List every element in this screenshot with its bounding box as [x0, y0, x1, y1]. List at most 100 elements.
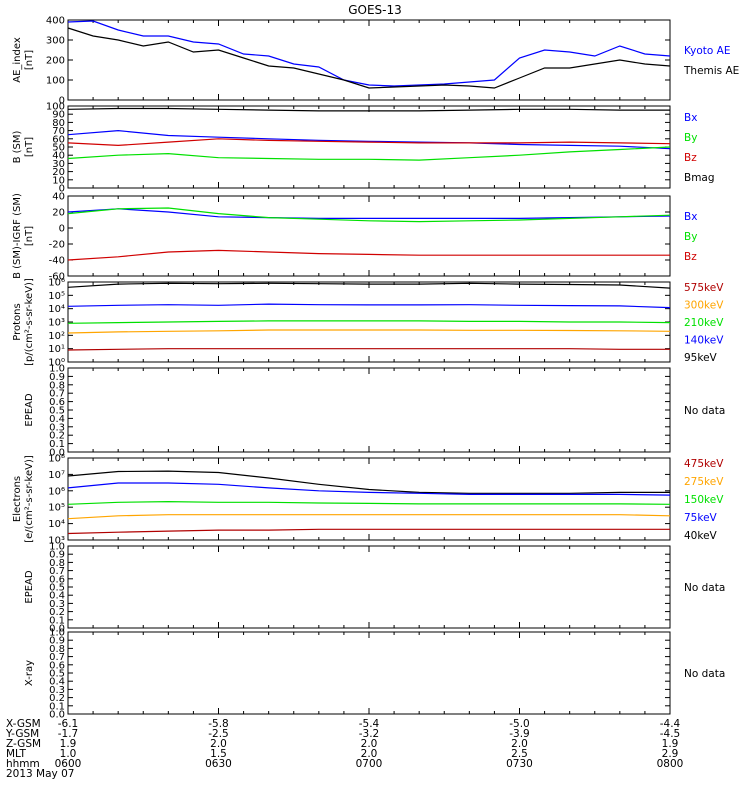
- x-axis-value: 0600: [55, 758, 82, 770]
- series-line-electrons-275kev: [67, 514, 671, 520]
- legend-label: 150keV: [684, 494, 724, 506]
- y-tick-label: 0.8: [49, 644, 65, 655]
- series-line-bigrf-bz: [67, 249, 670, 261]
- x-axis-value: 2.0: [511, 738, 528, 750]
- y-tick-label: 0: [59, 224, 65, 235]
- y-tick-label: 400: [46, 16, 65, 27]
- y-tick-label: 0.7: [49, 389, 65, 400]
- y-tick-label: 0.5: [49, 406, 65, 417]
- panel-frame: [67, 545, 671, 629]
- legend-label: Bz: [684, 152, 697, 164]
- y-tick-label: 10⁶: [48, 278, 65, 289]
- series-line-bigrf-bx: [67, 208, 671, 219]
- series-line-electrons-150kev: [67, 500, 671, 505]
- y-tick-label: 0.0: [49, 448, 65, 459]
- y-tick-label: 10⁵: [48, 503, 65, 514]
- y-tick-label: 10³: [48, 318, 65, 329]
- panel-frame: [67, 457, 671, 541]
- y-tick-label: 0.7: [49, 652, 65, 663]
- series-line-electrons-75kev: [67, 482, 671, 496]
- series-line-protons-575kev: [67, 348, 670, 351]
- x-axis-value: 2.9: [662, 748, 679, 760]
- y-tick-label: 10: [52, 175, 65, 186]
- x-axis-value: -2.5: [208, 728, 229, 740]
- y-tick-label: 0.1: [49, 701, 65, 712]
- legend-label: 475keV: [684, 458, 724, 470]
- series-line-bsm-bz: [67, 138, 671, 147]
- y-tick-label: 0.1: [49, 439, 65, 450]
- x-axis-value: 0630: [205, 758, 232, 770]
- legend-label: Bx: [684, 112, 697, 124]
- legend-label: 40keV: [684, 530, 718, 542]
- y-tick-label: 60: [52, 134, 65, 145]
- y-tick-label: 0.9: [49, 550, 65, 561]
- x-axis-row-label: X-GSM: [6, 718, 41, 730]
- x-axis-value: 2.0: [361, 738, 378, 750]
- y-tick-label: 0.7: [49, 566, 65, 577]
- y-tick-label: -40: [49, 256, 65, 267]
- series-line-bsm-by: [67, 146, 671, 161]
- x-axis-value: 0730: [506, 758, 533, 770]
- legend-label: Bx: [684, 211, 697, 223]
- y-tick-label: 0: [59, 184, 65, 195]
- y-tick-label: 0.6: [49, 397, 65, 408]
- x-axis-row-label: Z-GSM: [6, 738, 41, 750]
- y-tick-label: -60: [49, 272, 65, 283]
- series-line-ae-kyoto-ae: [67, 20, 671, 87]
- y-tick-label: 100: [46, 76, 65, 87]
- y-tick-label: 40: [52, 192, 65, 203]
- y-tick-label: 0.1: [49, 615, 65, 626]
- x-axis-value: 0700: [356, 758, 383, 770]
- y-tick-label: 10¹: [48, 344, 65, 355]
- y-tick-label: 0.6: [49, 660, 65, 671]
- y-tick-label: 1.0: [49, 542, 65, 553]
- y-axis-label: X-ray: [24, 660, 35, 686]
- y-tick-label: 10⁴: [48, 519, 65, 530]
- y-tick-label: 10²: [48, 331, 65, 342]
- plot-title: GOES-13: [348, 3, 402, 17]
- legend-label: Kyoto AE: [684, 45, 730, 57]
- y-axis-label: EPEAD: [24, 570, 35, 604]
- y-tick-label: 70: [52, 126, 65, 137]
- y-tick-label: 0.5: [49, 669, 65, 680]
- y-axis-label: [nT]: [24, 50, 35, 70]
- x-axis-value: -5.8: [208, 718, 229, 730]
- y-tick-label: 0.5: [49, 583, 65, 594]
- y-tick-label: 0.3: [49, 685, 65, 696]
- legend-label: 210keV: [684, 317, 724, 329]
- panel-frame: [67, 105, 671, 189]
- y-tick-label: 0.4: [49, 591, 65, 602]
- x-axis-value: 2.0: [210, 738, 227, 750]
- y-tick-label: 10⁶: [48, 486, 65, 497]
- y-tick-label: 0.3: [49, 599, 65, 610]
- y-tick-label: 20: [52, 167, 65, 178]
- no-data-label: No data: [684, 582, 725, 594]
- legend-label: Bmag: [684, 172, 715, 184]
- x-axis-value: -4.4: [660, 718, 681, 730]
- legend-label: Bz: [684, 251, 697, 263]
- legend-label: 95keV: [684, 352, 718, 364]
- y-axis-label: B (SM)-IGRF (SM): [12, 193, 23, 279]
- series-line-bsm-bx: [67, 129, 671, 150]
- y-tick-label: 1.0: [49, 364, 65, 375]
- x-axis-value: 1.0: [60, 748, 77, 760]
- series-line-protons-300kev: [67, 329, 671, 334]
- y-axis-label: [e/(cm²-s-sr-keV)]: [24, 455, 35, 543]
- panel-epead1: 0.00.10.20.30.40.50.60.70.80.91.0 EPEAD No…: [24, 364, 725, 459]
- y-tick-label: 50: [52, 143, 65, 154]
- legend-label: 275keV: [684, 476, 724, 488]
- y-tick-label: 10⁰: [48, 358, 65, 369]
- y-tick-label: 0.2: [49, 431, 65, 442]
- series-line-protons-210kev: [67, 320, 671, 324]
- panel-electrons: 10³ 10⁴ 10⁵ 10⁶ 10⁷ 10⁸ Electrons [e/(cm²-s-sr-…: [12, 454, 724, 547]
- panel-bigrf: -60 -40 -20 0 20 40 B (SM)-IGRF (SM) [nT] Bx By Bz: [12, 192, 697, 283]
- y-tick-label: 100: [46, 102, 65, 113]
- y-tick-label: 90: [52, 110, 65, 121]
- y-axis-label: EPEAD: [24, 393, 35, 427]
- series-line-bigrf-by: [67, 207, 671, 223]
- no-data-label: No data: [684, 405, 725, 417]
- y-axis-label: [p/(cm²-s-sr-keV)]: [24, 278, 35, 366]
